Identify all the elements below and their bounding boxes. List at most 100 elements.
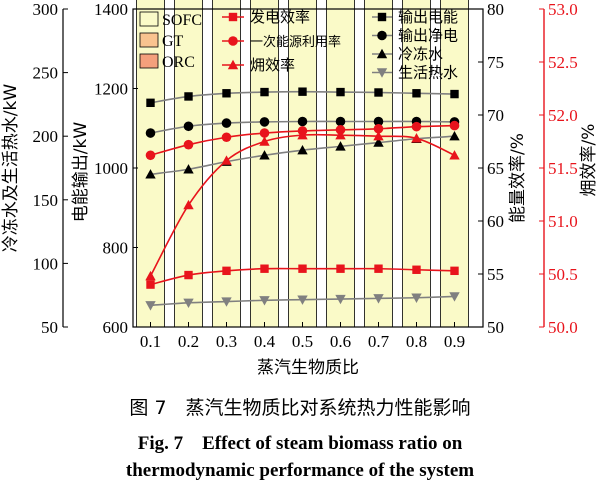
line-series: [145, 87, 460, 311]
chart: 0.1 0.2 0.3 0.4 0.5 0.6 0.7 0.8 0.9 蒸汽生物质比 50 100 15…: [1, 0, 599, 378]
series-1-point-1: [183, 121, 194, 132]
right-outer-tick-label-0: 50.0: [548, 318, 578, 337]
series-0-point-8: [450, 89, 459, 99]
legend-label-gt: GT: [162, 33, 184, 50]
right-outer-axis: 50.0 50.5 51.0 51.5 52.0 52.5 53.0 㶲效率/%: [539, 0, 599, 337]
series-4-point-8: [450, 266, 459, 276]
legend-marker-3: [376, 68, 388, 78]
series-6-point-0: [145, 270, 156, 281]
series-2-point-4: [297, 144, 308, 155]
x-tick-label-6: 0.7: [368, 332, 390, 351]
legend-swatch-orc: [139, 53, 159, 69]
series-0-point-7: [412, 89, 421, 98]
series-4-point-1: [184, 270, 193, 280]
legend-marker-1: [377, 30, 387, 41]
left-inner-axis-title: 电能输出/kW: [71, 122, 91, 223]
x-tick-label-3: 0.4: [254, 332, 276, 351]
series-2-point-6: [373, 137, 384, 147]
series-0-point-3: [260, 87, 269, 97]
legend-label-orc: ORC: [162, 54, 195, 71]
legend-swatch-gt: [139, 32, 159, 48]
left-inner-axis: 600 800 1000 1200 1400 电能输出/kW: [71, 0, 138, 337]
series-0-point-0: [146, 98, 155, 108]
left-inner-tick-label-4: 1400: [94, 0, 128, 19]
series-4-point-7: [412, 265, 421, 274]
series-2-point-3: [259, 150, 270, 160]
legend-marker-2: [376, 48, 388, 59]
series-1-point-3: [259, 117, 270, 127]
series-4-point-2: [222, 266, 231, 276]
x-tick-label-4: 0.5: [292, 332, 313, 351]
left-outer-axis: 50 100 150 200 250 300 冷冻水及生活热水/kW: [1, 0, 68, 337]
series-1-point-6: [373, 116, 384, 127]
series-2-point-8: [449, 131, 460, 141]
series-4-point-0: [146, 280, 155, 289]
figure-caption-english-line1: Fig. 7 Effect of steam biomass ratio on: [137, 433, 463, 454]
left-outer-axis-title: 冷冻水及生活热水/kW: [1, 84, 21, 253]
right-inner-tick-label-4: 70: [487, 106, 504, 125]
series-6-point-3: [259, 136, 270, 146]
legend-label-series-0: 输出电能: [398, 8, 458, 26]
series-3-point-6: [373, 294, 384, 304]
series-3-point-4: [297, 295, 308, 305]
series-5-point-6: [373, 123, 384, 134]
series-4-point-3: [260, 264, 269, 273]
series-0-point-5: [336, 87, 345, 97]
series-4-point-5: [336, 264, 345, 273]
x-tick-label-0: 0.1: [140, 332, 161, 351]
series-3-point-7: [411, 293, 422, 303]
right-outer-tick-label-2: 51.0: [548, 212, 578, 231]
left-outer-tick-label-3: 200: [33, 127, 59, 146]
x-tick-label-7: 0.8: [406, 332, 427, 351]
series-6-point-6: [373, 131, 384, 141]
legend-marker-0: [377, 12, 387, 22]
right-outer-tick-label-5: 52.5: [548, 53, 578, 72]
right-inner-tick-label-2: 60: [487, 212, 504, 231]
series-2-point-5: [335, 141, 346, 151]
right-outer-tick-label-1: 50.5: [548, 265, 578, 284]
left-outer-tick-label-5: 300: [33, 0, 59, 19]
bar-sofc-6: [364, 0, 393, 328]
series-3-point-3: [259, 296, 270, 306]
series-2-point-0: [145, 169, 156, 179]
left-outer-tick-label-1: 100: [33, 254, 59, 273]
right-outer-tick-label-6: 53.0: [548, 0, 578, 19]
x-tick-label-1: 0.2: [178, 332, 199, 351]
legend-marker-6: [227, 59, 239, 70]
legend-label-series-5: 一次能源利用率: [250, 34, 341, 50]
series-5-point-0: [145, 150, 156, 161]
series-6-point-7: [411, 133, 422, 143]
series-1-point-5: [335, 116, 346, 127]
figure-caption-english-line2: thermodynamic performance of the system: [125, 460, 475, 481]
series-0-point-2: [222, 89, 231, 98]
left-outer-tick-label-2: 150: [33, 191, 59, 210]
series-1-point-4: [297, 116, 308, 127]
legend-marker-5: [228, 36, 238, 46]
left-inner-tick-label-3: 1200: [94, 80, 128, 99]
series-3-point-5: [335, 294, 346, 305]
legend-label-sofc: SOFC: [162, 12, 202, 29]
right-outer-tick-label-3: 51.5: [548, 159, 578, 178]
bar-sofc-8: [440, 0, 469, 328]
series-4-point-6: [374, 264, 383, 273]
series-6-point-1: [183, 199, 194, 210]
series-3-point-1: [183, 298, 194, 309]
series-0-point-4: [298, 87, 307, 96]
right-inner-axis-title: 能量效率/%: [508, 133, 528, 223]
left-outer-tick-label-0: 50: [41, 318, 58, 337]
series-0-point-1: [184, 92, 193, 101]
right-inner-axis: 50 55 60 65 70 75 80 能量效率/%: [478, 0, 528, 337]
series-4-point-4: [298, 264, 307, 273]
series-3-point-0: [145, 301, 156, 311]
legend-swatch-sofc: [139, 11, 159, 27]
x-tick-label-8: 0.9: [444, 332, 465, 351]
series-0-point-6: [374, 88, 383, 97]
series-3-point-2: [221, 297, 232, 307]
right-inner-tick-label-1: 55: [487, 265, 504, 284]
right-inner-tick-label-3: 65: [487, 159, 504, 178]
left-inner-tick-label-2: 1000: [94, 159, 128, 178]
series-6-point-8: [449, 150, 460, 160]
right-outer-axis-title: 㶲效率/%: [579, 124, 599, 197]
series-6-point-2: [221, 155, 232, 165]
